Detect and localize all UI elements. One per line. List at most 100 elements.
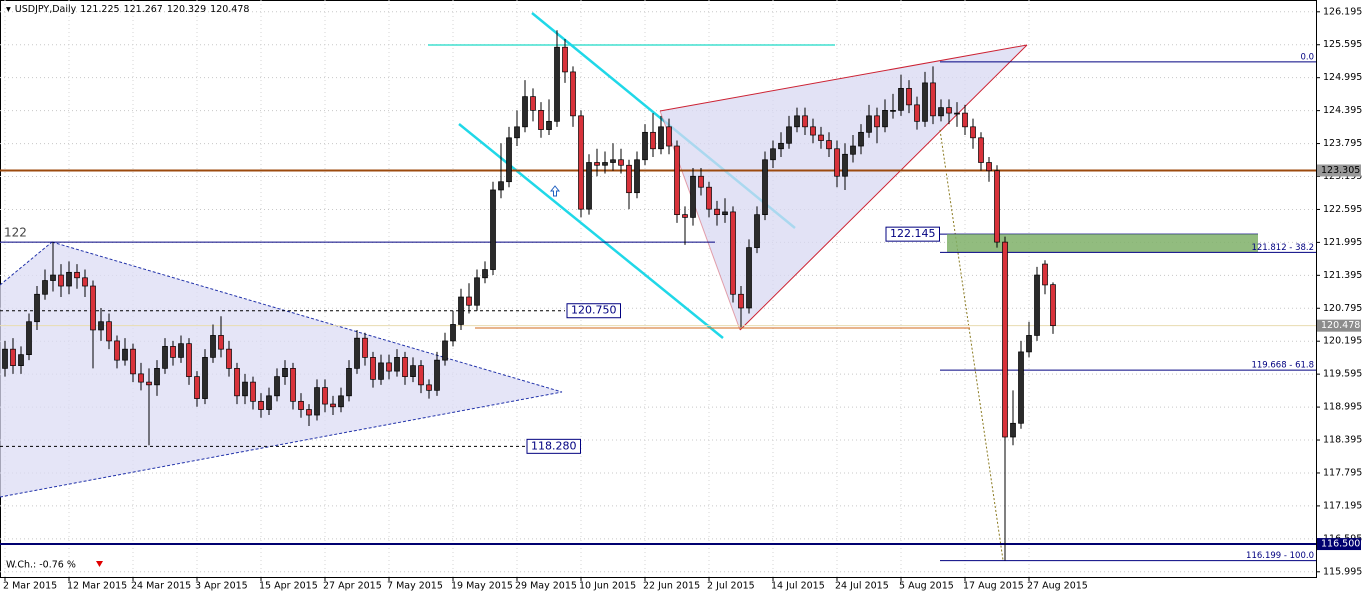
x-tick-label: 2 Mar 2015: [3, 581, 57, 592]
marker-label: 122: [4, 226, 27, 240]
candle-body: [346, 368, 352, 397]
y-tick-label: 121.995: [1323, 237, 1362, 248]
y-tick-label: 120.195: [1323, 336, 1362, 347]
candle-body: [498, 181, 504, 191]
candle-body: [394, 357, 400, 372]
candle-body: [146, 381, 152, 386]
candle-body: [130, 348, 136, 375]
y-tick-label: 122.595: [1323, 204, 1362, 215]
axes: 115.995116.595117.195117.795118.395118.9…: [3, 6, 1362, 591]
candle-body: [490, 189, 496, 270]
candle-body: [290, 368, 296, 402]
candle-body: [562, 46, 568, 73]
candle-body: [90, 285, 96, 331]
x-tick-label: 3 Apr 2015: [195, 581, 248, 592]
candle-body: [306, 409, 312, 416]
candle-body: [234, 368, 240, 397]
price-line-box: [1317, 164, 1361, 177]
price-line-label: 123.305: [1321, 165, 1360, 176]
candle-body: [882, 109, 888, 128]
candle-body: [618, 159, 624, 166]
y-tick-label: 123.195: [1323, 171, 1362, 182]
candle-body: [386, 362, 392, 372]
y-tick-label: 115.995: [1323, 566, 1362, 577]
candle-body: [938, 107, 944, 117]
candle-body: [178, 343, 184, 358]
candle-body: [770, 148, 776, 161]
x-tick-label: 12 Mar 2015: [67, 581, 127, 592]
y-tick-label: 118.995: [1323, 402, 1362, 413]
candle-body: [74, 271, 80, 279]
y-tick-label: 117.795: [1323, 467, 1362, 478]
fib-label: 0.0: [1300, 52, 1314, 62]
x-tick-label: 27 Apr 2015: [323, 581, 382, 592]
candle-body: [82, 277, 88, 287]
candle-body: [810, 126, 816, 136]
y-tick-label: 120.795: [1323, 303, 1362, 314]
candle-body: [2, 348, 8, 369]
candle-body: [914, 104, 920, 122]
candle-body: [1042, 263, 1048, 286]
candle-body: [738, 293, 744, 309]
candle-body: [858, 131, 864, 147]
x-tick-label: 5 Aug 2015: [899, 581, 954, 592]
candle-body: [98, 321, 104, 331]
candle-body: [634, 159, 640, 194]
candle-body: [426, 384, 432, 391]
candle-body: [538, 109, 544, 130]
candle-body: [250, 381, 256, 402]
candle-body: [986, 162, 992, 172]
candle-body: [42, 280, 48, 295]
candle-body: [842, 153, 848, 177]
candle-body: [530, 96, 536, 111]
y-tick-label: 118.395: [1323, 435, 1362, 446]
candle-body: [546, 120, 552, 130]
candle-body: [1050, 284, 1056, 327]
candle-body: [818, 134, 824, 141]
candle-body: [138, 373, 144, 383]
marker-box: [566, 303, 621, 319]
candle-body: [698, 175, 704, 188]
candle-body: [666, 126, 672, 147]
change-arrow: [96, 561, 103, 567]
candle-body: [314, 387, 320, 416]
fib-label: 121.812 - 38.2: [1251, 243, 1314, 253]
candle-body: [114, 340, 120, 361]
candle-body: [586, 162, 592, 210]
x-tick-label: 24 Jul 2015: [835, 581, 889, 592]
marker-label: 118.280: [531, 439, 577, 452]
price-line-label: 116.500: [1321, 539, 1360, 550]
header-high: 121.267: [123, 4, 163, 15]
y-tick-label: 125.595: [1323, 39, 1362, 50]
y-tick-label: 124.395: [1323, 105, 1362, 116]
candle-body: [442, 340, 448, 361]
candle-body: [18, 354, 24, 366]
candle-body: [570, 71, 576, 117]
candle-body: [834, 148, 840, 177]
candle-body: [418, 365, 424, 386]
y-tick-label: 124.995: [1323, 72, 1362, 83]
candle-body: [594, 162, 600, 166]
diagonal-dotted: [939, 129, 1004, 561]
triangle-upper: [51, 241, 563, 393]
marker-box: [526, 438, 581, 454]
levels: 122 120.750 118.280 122.145 0.0 121.812 - 38.…: [0, 52, 1316, 562]
candle-body: [378, 362, 384, 380]
candle-body: [170, 346, 176, 358]
arrow-icon: [549, 185, 561, 197]
candle-body: [890, 109, 896, 112]
header: ▾ USDJPY,Daily 121.225 121.267 120.329 120.47…: [6, 4, 253, 15]
candle-body: [242, 381, 248, 397]
y-tick-label: 126.195: [1323, 6, 1362, 17]
header-open: 121.225: [80, 4, 120, 15]
candle-body: [106, 321, 112, 342]
candle-body: [826, 140, 832, 150]
candle-body: [322, 387, 328, 405]
candle-body: [578, 115, 584, 210]
triangle-area: [0, 242, 562, 497]
candle-body: [674, 145, 680, 216]
candle-body: [730, 211, 736, 295]
candle-body: [1010, 422, 1016, 438]
candle-body: [602, 162, 608, 166]
